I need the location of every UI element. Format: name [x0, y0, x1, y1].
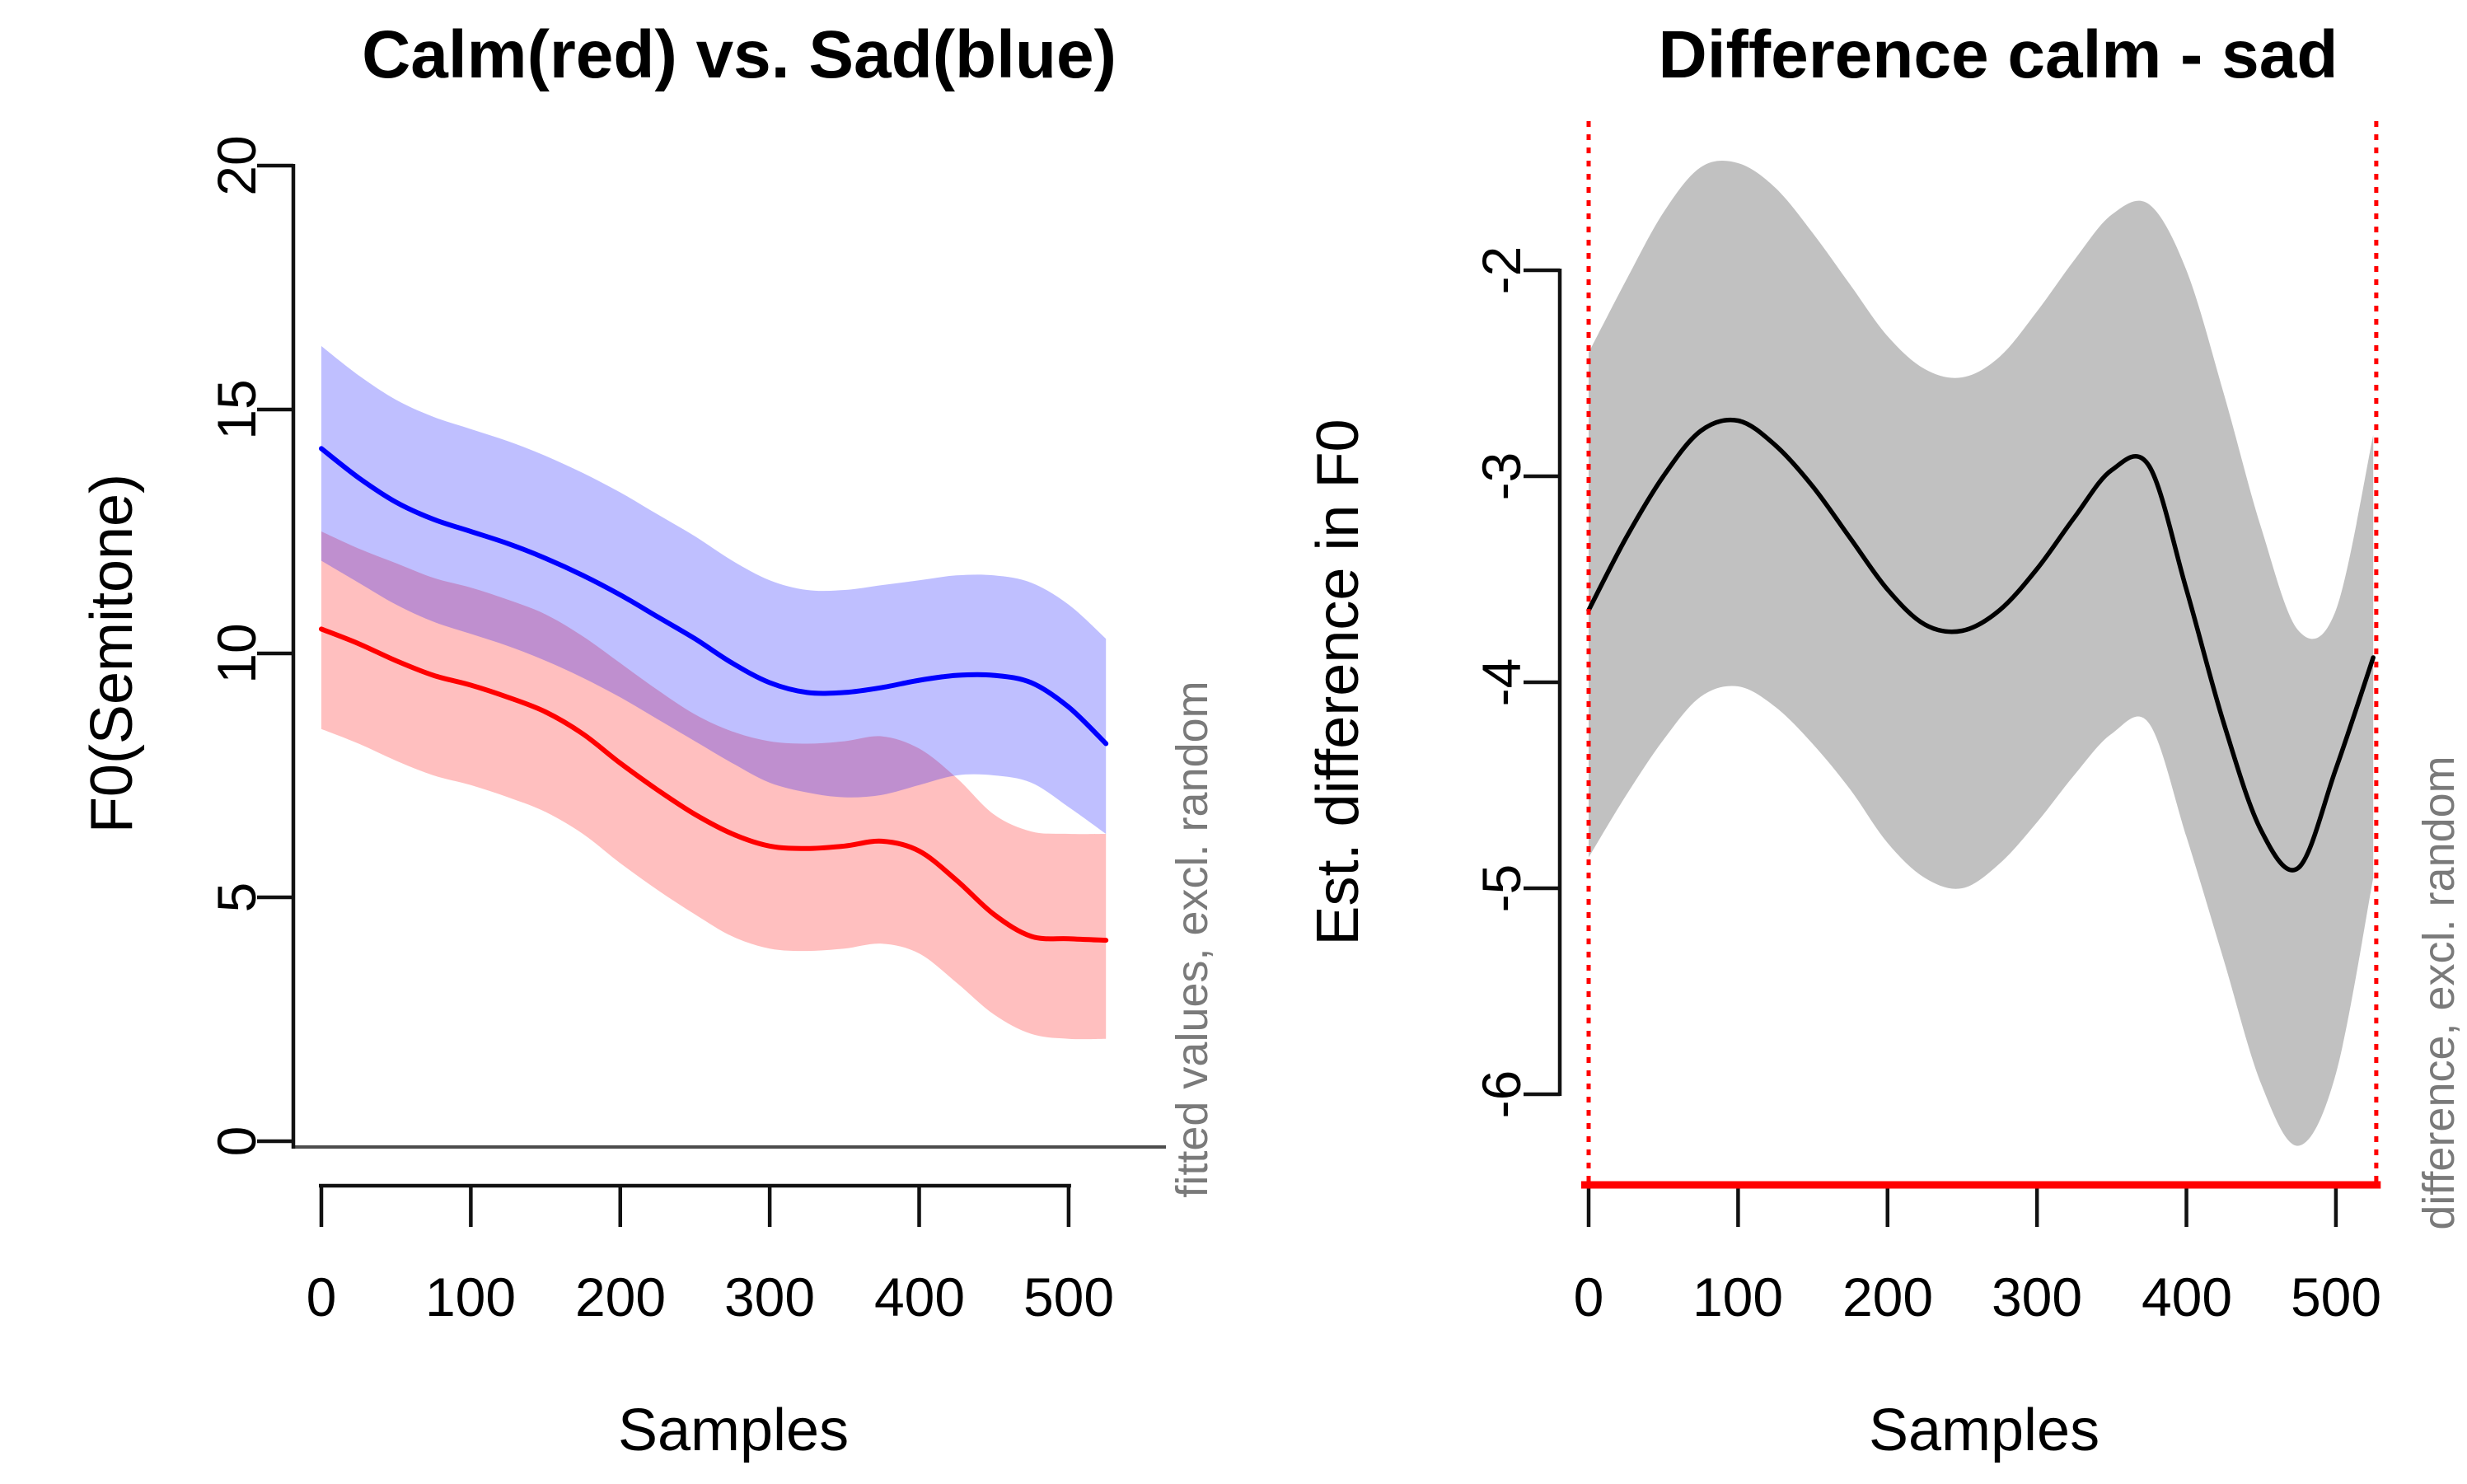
left-x-tick-label-0: 0 — [307, 1266, 337, 1327]
right-x-tick-label-400: 400 — [2142, 1266, 2232, 1327]
right-line-estimated-difference-calm-sad — [1586, 417, 2376, 873]
right-y-tick-label-neg4: -4 — [1471, 658, 1532, 707]
right-x-tick-label-200: 200 — [1842, 1266, 1933, 1327]
right-plot-title: Difference calm - sad — [1659, 17, 2338, 92]
left-plot-layer — [257, 163, 1166, 1227]
left-line-sad-fit-blue- — [319, 446, 1109, 747]
left-y-tick-label-20: 20 — [206, 135, 267, 195]
left-x-tick-label-500: 500 — [1023, 1266, 1114, 1327]
right-band-difference-95-ci — [1589, 161, 2374, 1146]
right-x-axis-label: Samples — [1869, 1397, 2100, 1463]
right-y-tick-label-neg5: -5 — [1471, 864, 1532, 913]
left-x-tick-label-200: 200 — [575, 1266, 666, 1327]
right-x-tick-label-300: 300 — [1992, 1266, 2082, 1327]
left-x-axis-label: Samples — [618, 1397, 849, 1463]
right-plot-layer — [1524, 121, 2381, 1227]
left-x-tick-label-100: 100 — [425, 1266, 516, 1327]
left-plot-title: Calm(red) vs. Sad(blue) — [362, 17, 1116, 92]
left-band-calm-95-ci — [321, 531, 1107, 1040]
left-side-note: fitted values, excl. random — [1168, 681, 1217, 1197]
left-y-tick-label-10: 10 — [206, 623, 267, 683]
left-y-tick-label-0: 0 — [206, 1126, 267, 1157]
right-side-note: difference, excl. random — [2414, 756, 2464, 1229]
right-y-tick-label-neg6: -6 — [1471, 1070, 1532, 1119]
right-y-tick-label-neg3: -3 — [1471, 452, 1532, 501]
right-x-tick-label-0: 0 — [1574, 1266, 1604, 1327]
left-y-axis-label: F0(Semitone) — [79, 474, 145, 833]
left-x-tick-label-300: 300 — [724, 1266, 815, 1327]
right-x-tick-label-100: 100 — [1692, 1266, 1783, 1327]
left-band-sad-95-ci — [321, 346, 1107, 834]
right-y-axis-label: Est. difference in F0 — [1305, 419, 1371, 946]
left-line-calm-fit-red- — [319, 626, 1109, 943]
left-y-tick-label-5: 5 — [206, 882, 267, 913]
left-y-tick-label-15: 15 — [206, 379, 267, 439]
right-x-tick-label-500: 500 — [2291, 1266, 2381, 1327]
left-x-tick-label-400: 400 — [874, 1266, 965, 1327]
right-y-tick-label-neg2: -2 — [1471, 246, 1532, 295]
